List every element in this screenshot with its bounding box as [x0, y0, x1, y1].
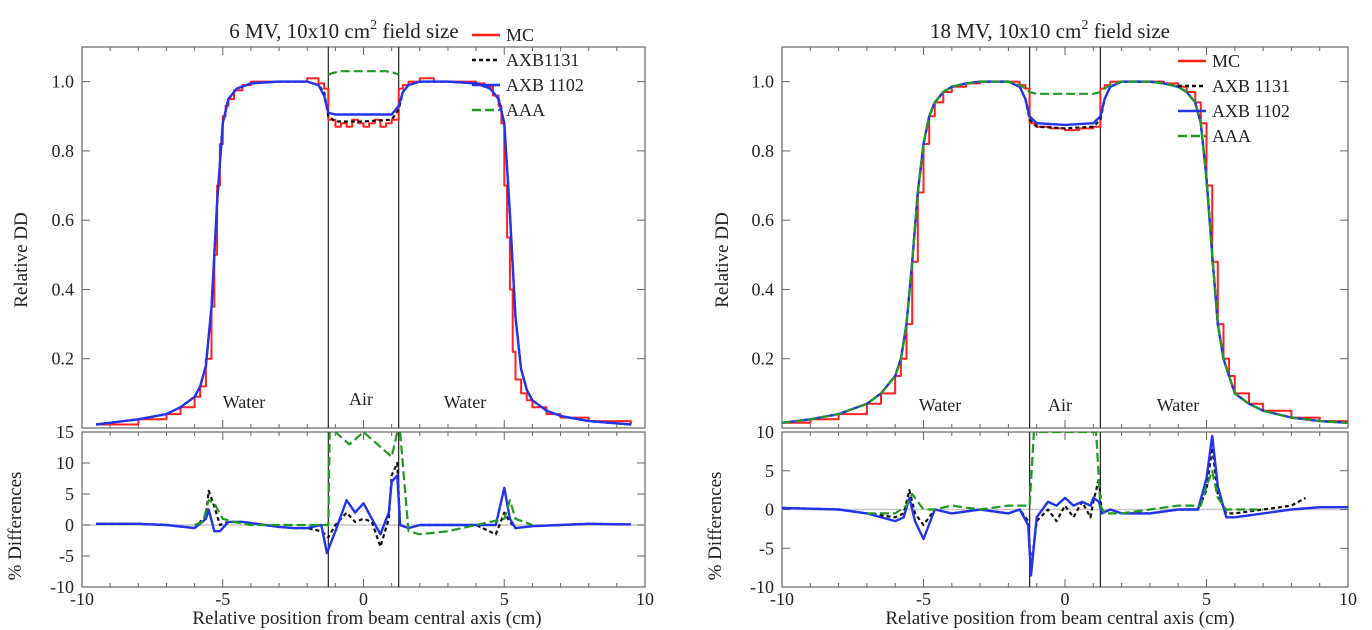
series-aaa-18mv-main: [782, 80, 1348, 424]
series-mc-18mv-main: [782, 80, 1348, 424]
x-tick-label-6mv-diff: 5: [500, 589, 509, 609]
plot-frame-6mv-main: [81, 46, 646, 429]
x-tick-label-18mv-diff: -5: [916, 589, 931, 609]
series-aaa-18mv-diff: [866, 432, 1264, 515]
series-axb1102-18mv-diff: [782, 434, 1348, 577]
region-label-water-right-18mv: Water: [1157, 395, 1200, 415]
series-axb1131-6mv-diff: [96, 461, 631, 548]
region-label-air-18mv: Air: [1048, 395, 1072, 415]
figure-18mv: 18 MV, 10x10 cm2 field size 0.2 0.4 0.6 0.8…: [705, 18, 1357, 629]
series-axb1131-6mv-main: [95, 80, 631, 426]
series-axb1102-6mv-diff: [96, 474, 631, 555]
title-6mv: 6 MV, 10x10 cm2 field size: [229, 18, 458, 43]
x-tick-label-6mv-diff: 0: [359, 589, 368, 609]
y-tick-label-6mv-main: 1.0: [52, 72, 75, 92]
figure-6mv: 6 MV, 10x10 cm2 field size 0.2 0.4 0.6 0.8 1…: [5, 18, 654, 629]
region-label-air-6mv: Air: [349, 389, 373, 409]
y-tick-label-18mv-main: 0.8: [752, 141, 775, 161]
xlabel-6mv: Relative position from beam central axis…: [192, 608, 541, 629]
difference-plot-18mv: -10 -5 0 5 10 -10 -5 0 5 10: [750, 422, 1357, 609]
x-tick-label-6mv-diff: -5: [215, 589, 230, 609]
series-mc-6mv-main: [96, 77, 632, 426]
x-tick-label-18mv-diff: -10: [770, 589, 794, 609]
ylabel-differences-18mv: % Differences: [705, 472, 726, 581]
legend-label-axb1102-6mv: AXB 1102: [506, 75, 584, 95]
ylabel-relative-dd-18mv: Relative DD: [712, 212, 733, 308]
y-tick-label-6mv-main: 0.6: [52, 210, 75, 230]
legend-label-aaa-6mv: AAA: [506, 100, 545, 120]
legend-label-aaa-18mv: AAA: [1212, 126, 1251, 146]
x-tick-label-18mv-diff: 10: [1339, 589, 1357, 609]
y-tick-label-6mv-main: 0.2: [52, 349, 75, 369]
series-axb1131-18mv-main: [782, 80, 1348, 424]
series-aaa-6mv-diff: [194, 432, 533, 536]
y-tick-label-6mv-main: 0.4: [52, 279, 75, 299]
y-tick-label-6mv-main: 0.8: [52, 141, 75, 161]
y-tick-label-18mv-main: 0.4: [752, 279, 775, 299]
x-tick-label-6mv-diff: 10: [636, 589, 654, 609]
xlabel-18mv: Relative position from beam central axis…: [885, 608, 1234, 629]
series-axb1102-6mv-main: [95, 80, 631, 426]
y-tick-label-6mv-diff: -5: [59, 546, 74, 566]
ylabel-relative-dd-6mv: Relative DD: [11, 212, 32, 308]
legend-18mv: MC AXB 1131 AXB 1102 AAA: [1178, 51, 1290, 146]
y-tick-label-18mv-diff: -10: [750, 577, 774, 597]
region-label-water-right-6mv: Water: [444, 392, 487, 412]
series-axb1102-18mv-main: [782, 80, 1348, 424]
y-tick-label-6mv-diff: -10: [50, 577, 74, 597]
y-tick-label-18mv-diff: 10: [756, 422, 774, 442]
profile-plot-6mv: 0.2 0.4 0.6 0.8 1.0: [52, 46, 646, 429]
legend-label-axb1102-18mv: AXB 1102: [1212, 101, 1290, 121]
title-18mv: 18 MV, 10x10 cm2 field size: [930, 18, 1170, 43]
legend-label-axb1131-6mv: AXB1131: [506, 50, 579, 70]
y-tick-label-18mv-diff: 0: [765, 500, 774, 520]
y-tick-label-18mv-diff: 5: [765, 461, 774, 481]
region-label-water-left-6mv: Water: [223, 392, 266, 412]
difference-plot-6mv: -10 -5 0 5 10 -10 -5 0 5 10 15: [50, 422, 654, 609]
plot-frame-6mv-diff: [81, 431, 646, 588]
y-tick-label-18mv-main: 1.0: [752, 72, 775, 92]
y-tick-label-18mv-diff: -5: [759, 538, 774, 558]
x-tick-label-18mv-diff: 0: [1061, 589, 1070, 609]
x-tick-label-18mv-diff: 5: [1202, 589, 1211, 609]
y-tick-label-6mv-diff: 15: [56, 422, 74, 442]
y-tick-label-18mv-main: 0.2: [752, 349, 775, 369]
legend-label-axb1131-18mv: AXB 1131: [1212, 76, 1290, 96]
legend-6mv: MC AXB1131 AXB 1102 AAA: [472, 25, 584, 120]
profile-plot-18mv: 0.2 0.4 0.6 0.8 1.0: [752, 46, 1349, 429]
region-label-water-left-18mv: Water: [919, 395, 962, 415]
y-tick-label-6mv-diff: 0: [65, 515, 74, 535]
ylabel-differences-6mv: % Differences: [5, 472, 26, 581]
y-tick-label-18mv-main: 0.6: [752, 210, 775, 230]
series-aaa-6mv-main: [327, 70, 400, 76]
y-tick-label-6mv-diff: 10: [56, 453, 74, 473]
x-tick-label-6mv-diff: -10: [70, 589, 94, 609]
y-tick-label-6mv-diff: 5: [65, 484, 74, 504]
legend-label-mc-6mv: MC: [506, 25, 534, 45]
legend-label-mc-18mv: MC: [1212, 51, 1240, 71]
